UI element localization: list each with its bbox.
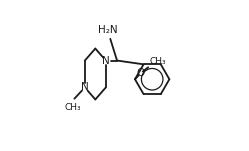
Text: N: N [81,82,89,92]
Text: CH₃: CH₃ [149,57,166,66]
Text: N: N [102,56,110,66]
Text: CH₃: CH₃ [64,103,81,112]
Text: O: O [136,68,145,78]
Text: H₂N: H₂N [98,25,118,35]
